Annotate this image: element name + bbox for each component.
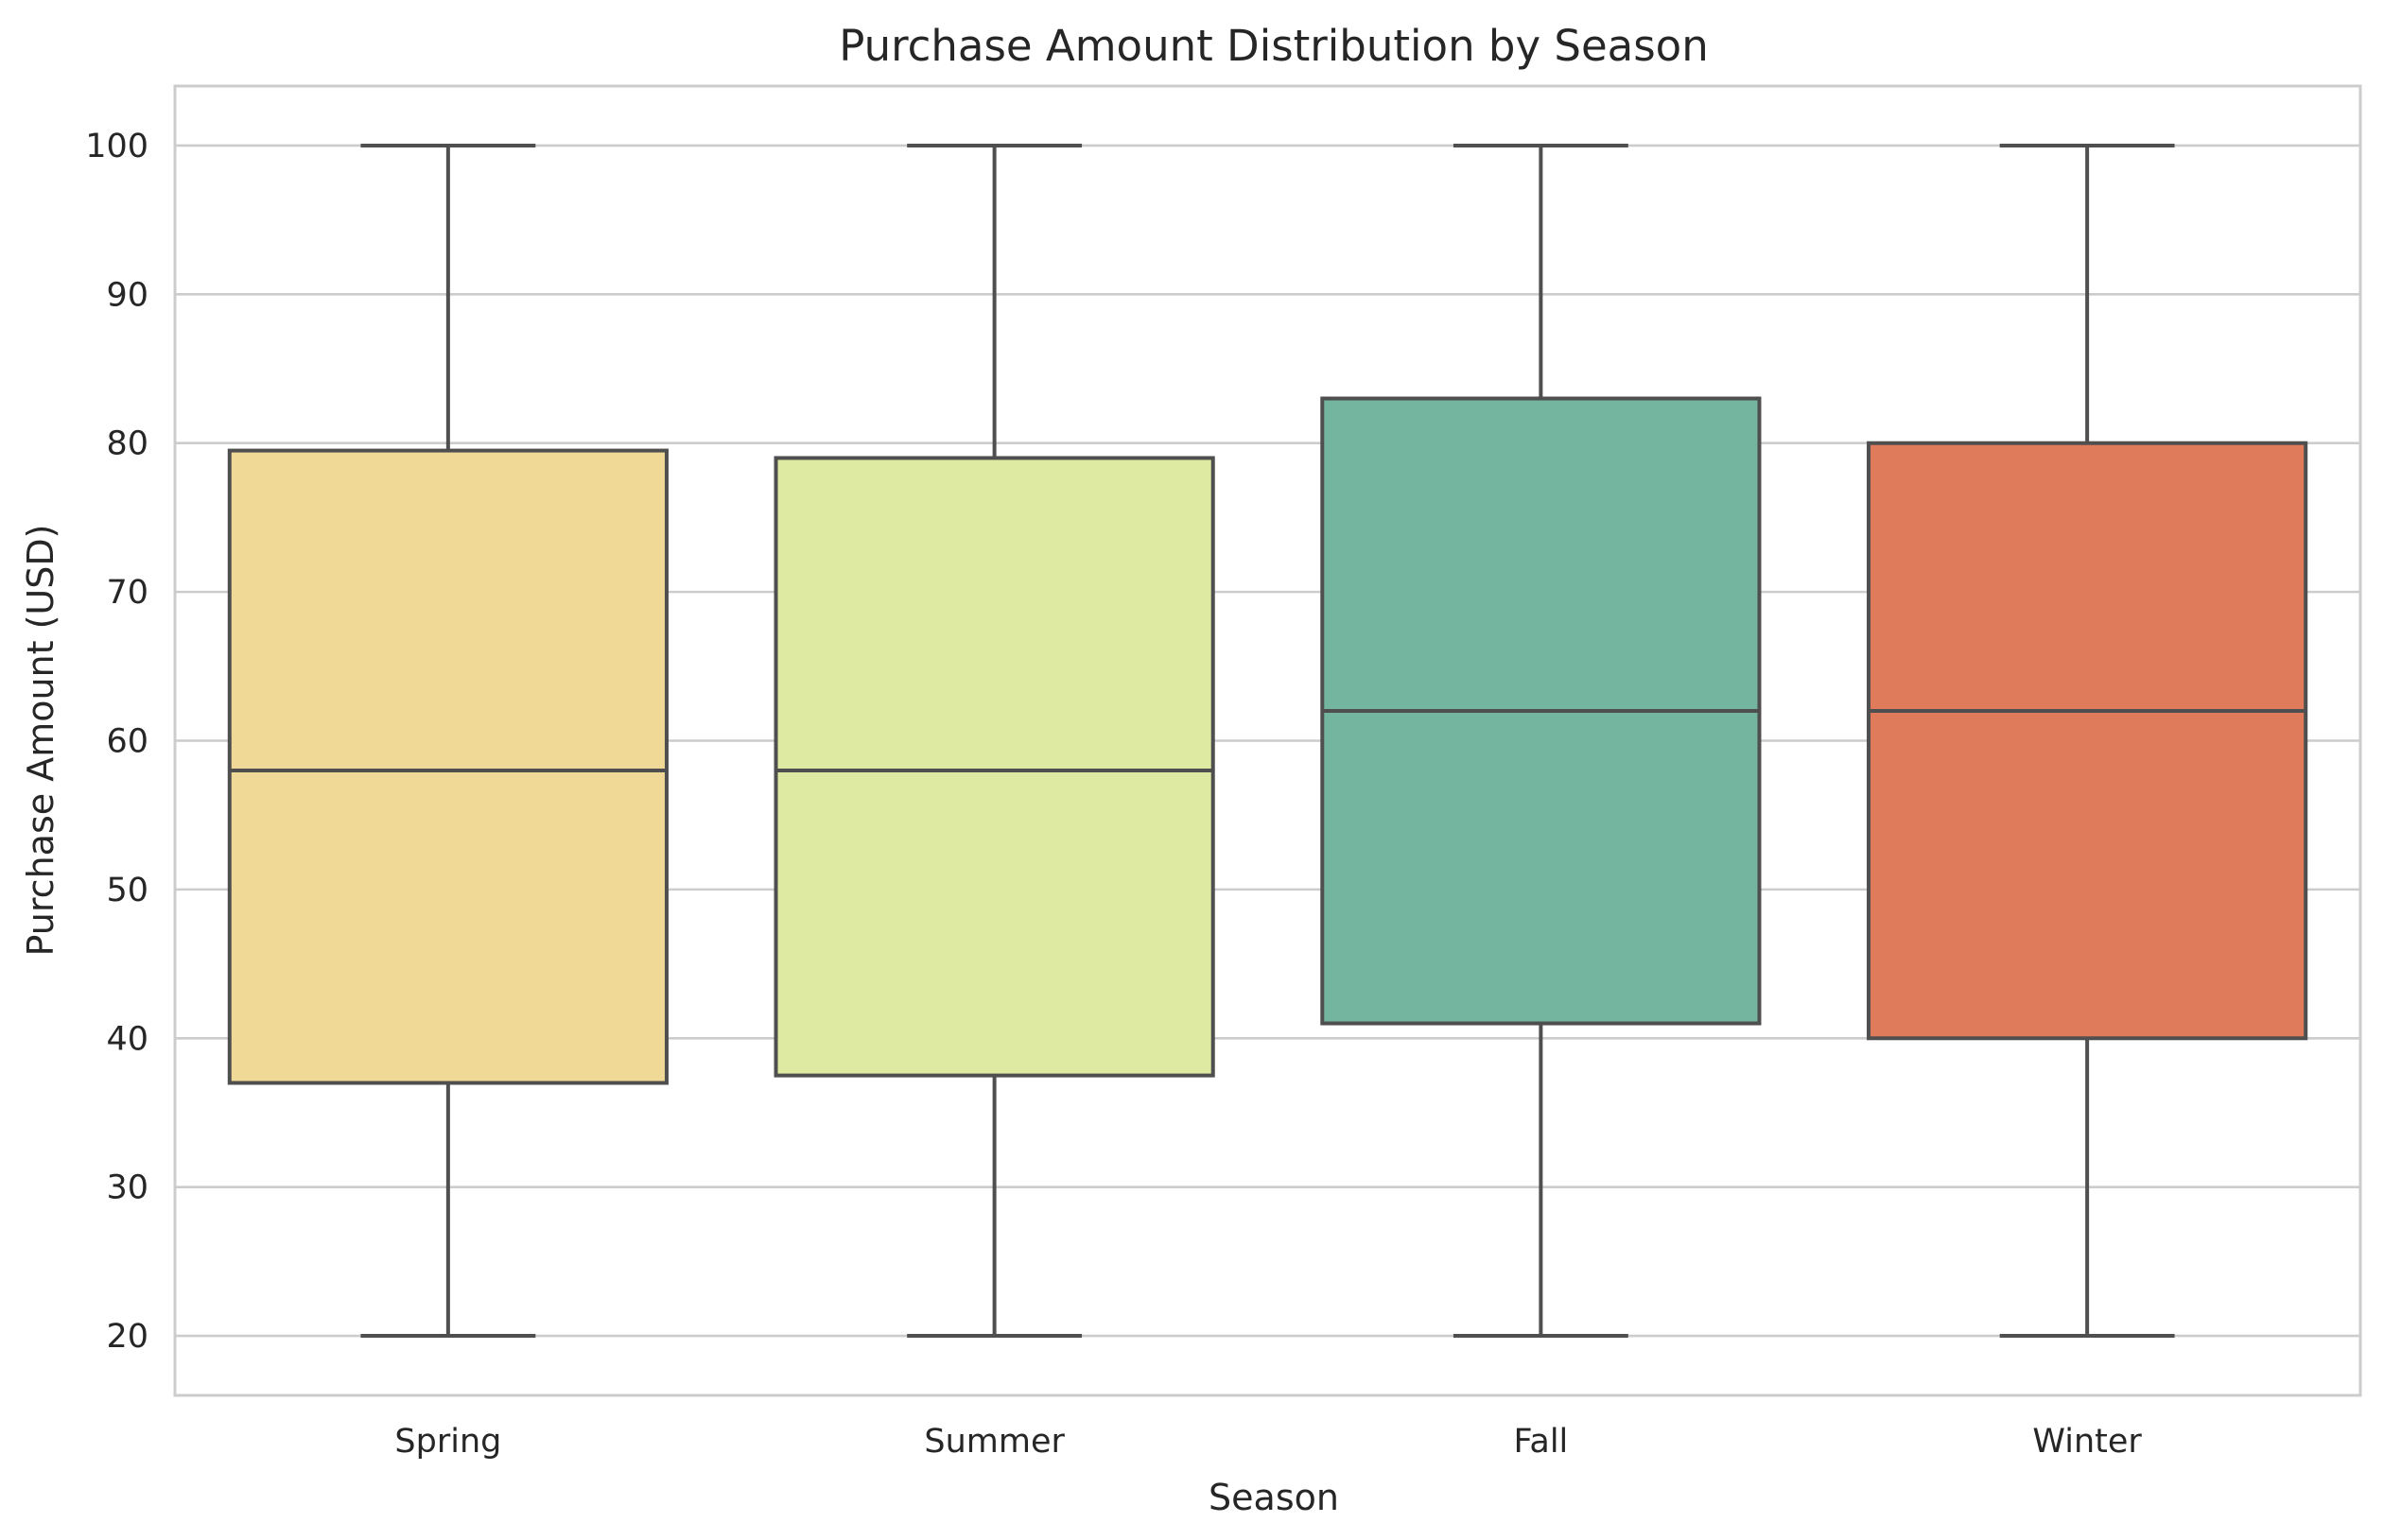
y-axis-label: Purchase Amount (USD) [20,525,61,957]
y-tick-label-50: 50 [106,872,148,909]
y-tick-label-40: 40 [106,1020,148,1058]
iqr-box-spring [227,448,669,1085]
iqr-box-winter [1867,441,2308,1041]
y-tick-label-60: 60 [106,723,148,761]
box-summer [774,143,1215,1339]
y-tick-label-90: 90 [106,276,148,314]
y-tick-labels: 20 30 40 50 60 70 80 90 100 [85,128,148,1356]
box-series [227,143,2308,1339]
box-fall [1320,143,1762,1339]
x-tick-label-fall: Fall [1513,1423,1568,1461]
plot-frame [173,84,2362,1397]
box-spring [227,143,669,1339]
y-tick-label-30: 30 [106,1169,148,1207]
x-tick-label-summer: Summer [924,1423,1065,1461]
box-winter [1867,143,2308,1339]
x-tick-label-winter: Winter [2032,1423,2142,1461]
x-tick-label-spring: Spring [394,1423,501,1461]
y-tick-label-80: 80 [106,425,148,463]
chart-title: Purchase Amount Distribution by Season [839,21,1708,71]
iqr-box-summer [774,456,1215,1078]
x-tick-labels: Spring Summer Fall Winter [394,1423,2142,1461]
y-tick-label-20: 20 [106,1318,148,1356]
y-tick-label-70: 70 [106,574,148,612]
x-axis-label: Season [1209,1477,1339,1518]
y-tick-label-100: 100 [85,128,148,165]
